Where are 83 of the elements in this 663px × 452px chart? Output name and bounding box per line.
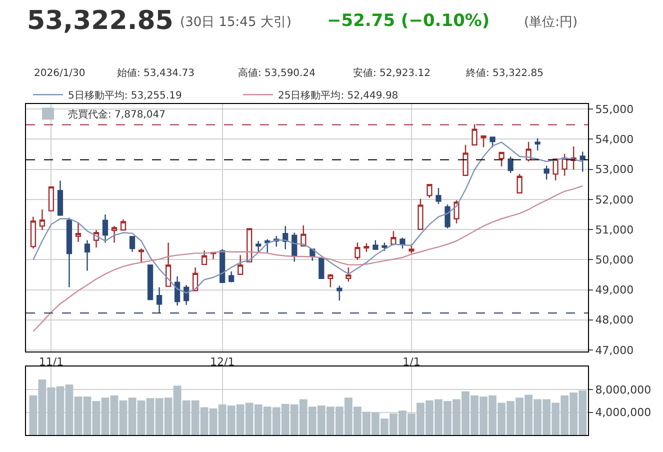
candlestick — [48, 186, 54, 212]
candlestick — [102, 214, 108, 244]
candlestick — [382, 242, 388, 252]
candlestick — [328, 273, 334, 288]
y-tick-label: 52,000 — [595, 193, 634, 206]
candlestick — [202, 250, 208, 266]
candlestick — [372, 240, 378, 250]
candlestick — [300, 224, 306, 247]
y-tick-label: 8,000,000 — [595, 384, 652, 397]
text: 始値: 53,434.73 — [117, 67, 194, 79]
y-tick-label: 49,000 — [595, 284, 634, 297]
x-tick-label: 12/1 — [210, 356, 235, 369]
candlestick — [552, 158, 558, 181]
candlestick — [516, 173, 522, 194]
text: −52.75 (−0.10%) — [327, 11, 490, 31]
candlestick — [129, 236, 136, 252]
y-tick-label: 55,000 — [595, 102, 634, 116]
candlestick — [418, 198, 424, 230]
candlestick — [336, 285, 342, 302]
candlestick — [472, 124, 478, 146]
y-tick-label: 47,000 — [595, 344, 634, 357]
candlestick — [508, 156, 514, 174]
x-tick-label: 11/1 — [38, 356, 64, 369]
candlestick — [238, 254, 244, 275]
candlestick — [534, 138, 540, 152]
candlestick — [57, 180, 64, 216]
candlestick — [256, 240, 262, 254]
line-series — [32, 185, 584, 332]
y-tick-label: 50,000 — [595, 254, 634, 267]
candlestick — [544, 165, 550, 180]
legend-label: 売買代金: 7,878,047 — [68, 108, 166, 121]
candlestick — [454, 200, 460, 224]
candlestick — [174, 276, 180, 306]
legend-label: 25日移動平均: 52,449.98 — [278, 90, 398, 102]
candlestick — [292, 232, 298, 262]
candlestick — [220, 248, 226, 284]
candlestick — [526, 141, 532, 162]
chart-title: 53,322.85 — [27, 6, 174, 36]
candlestick — [390, 230, 396, 245]
candlestick — [156, 286, 162, 314]
candlestick — [192, 266, 198, 292]
candlestick — [444, 204, 450, 229]
candlestick — [39, 208, 46, 231]
candlestick — [354, 242, 360, 260]
y-tick-label: 4,000,000 — [595, 406, 652, 420]
candlestick — [246, 228, 252, 262]
line-series — [32, 142, 584, 294]
y-tick-label: 53,000 — [595, 163, 634, 176]
text: 高値: 53,590.24 — [238, 67, 316, 79]
candlestick — [66, 217, 72, 288]
candlestick — [436, 187, 442, 204]
candlestick — [282, 225, 288, 250]
y-tick-label: 48,000 — [595, 314, 634, 327]
text: 終値: 53,322.85 — [465, 67, 544, 79]
text: 2026/1/30 — [34, 68, 86, 79]
legend-label: 5日移動平均: 53,255.19 — [68, 90, 182, 102]
candlestick — [138, 248, 144, 264]
candlestick — [364, 242, 370, 252]
candlestick — [318, 258, 324, 279]
text: 安値: 52,923.12 — [353, 67, 430, 79]
candlestick — [480, 135, 486, 148]
candlestick — [426, 184, 432, 198]
candlestick — [490, 136, 496, 148]
text: (30日 15:45 大引) — [180, 15, 292, 30]
candlestick — [84, 240, 90, 272]
candlestick — [580, 150, 586, 172]
candlestick — [184, 284, 190, 306]
y-tick-label: 51,000 — [595, 223, 634, 236]
x-tick-label: 1/1 — [402, 356, 420, 369]
candlestick — [30, 216, 36, 250]
candlestick — [147, 264, 154, 300]
candlestick — [111, 225, 118, 244]
candlestick — [408, 244, 414, 254]
candlestick — [400, 237, 406, 250]
candlestick — [75, 222, 82, 243]
candlestick — [120, 218, 126, 231]
candlestick — [498, 152, 504, 168]
y-tick-label: 54,000 — [595, 133, 634, 146]
candlestick — [346, 266, 352, 282]
candlestick — [165, 242, 172, 287]
candlestick — [228, 270, 234, 283]
text: (単位:円) — [524, 15, 578, 30]
candlestick — [462, 144, 468, 176]
